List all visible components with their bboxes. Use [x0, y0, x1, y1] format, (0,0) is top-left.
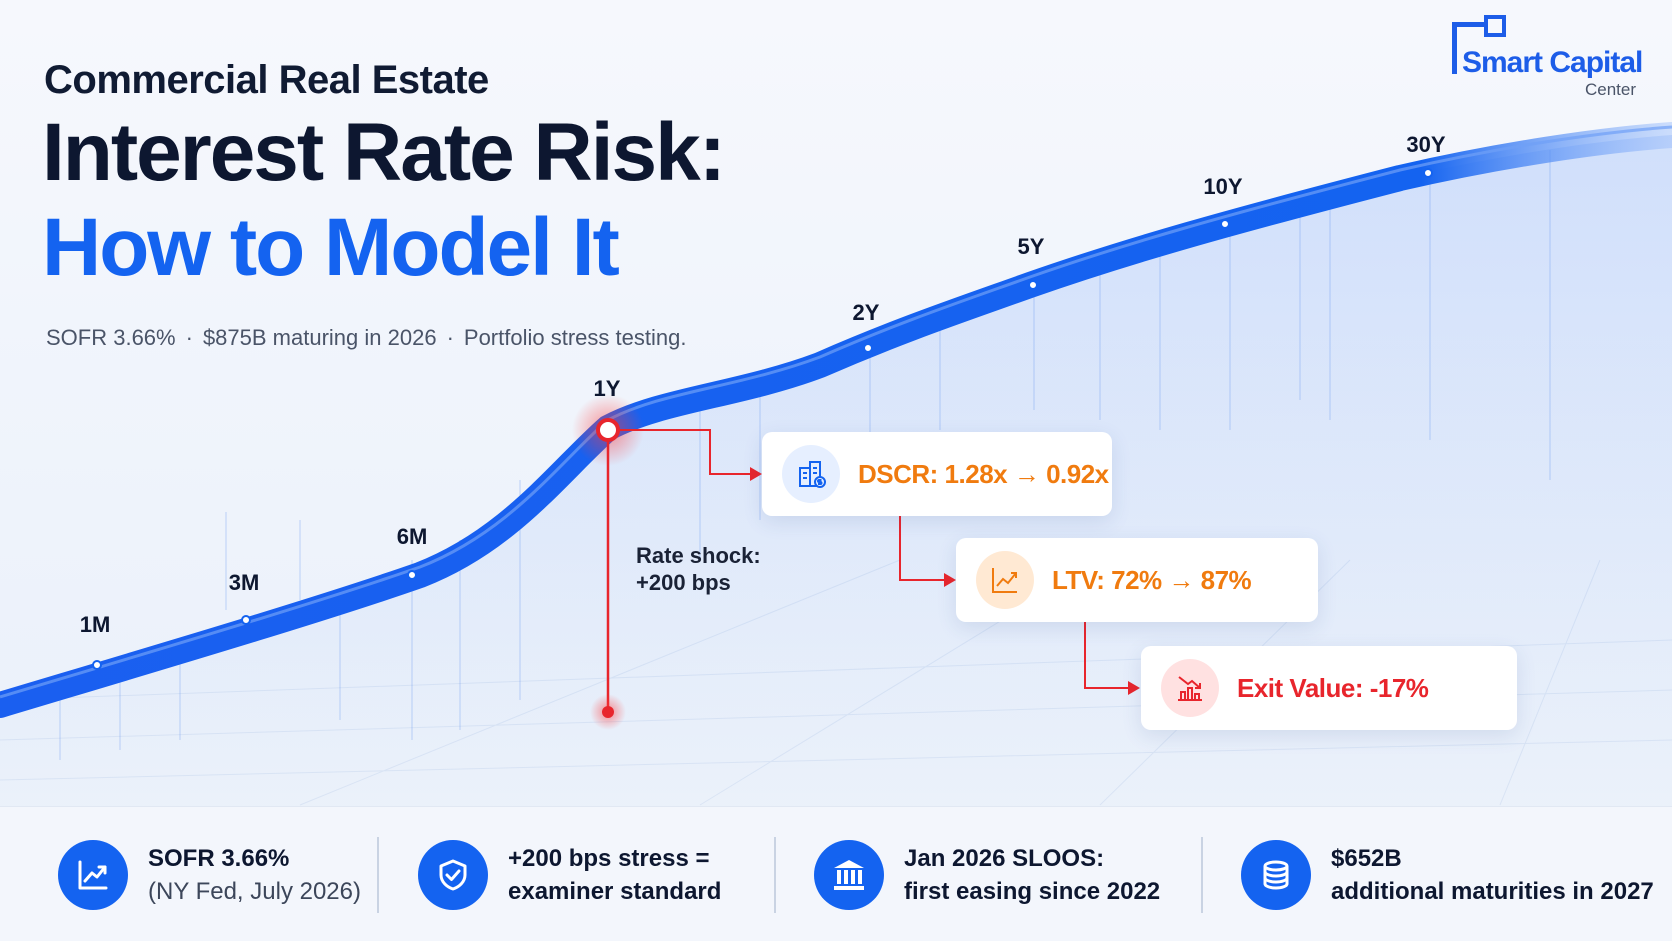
impact-ltv-text: LTV: 72% → 87% — [1052, 564, 1252, 595]
subline-separator: · — [185, 325, 193, 350]
stat-sofr-source: (NY Fed, July 2026) — [148, 878, 361, 905]
stat-sofr-title: SOFR 3.66% — [148, 845, 290, 872]
stat-sofr: SOFR 3.66% (NY Fed, July 2026) — [58, 835, 361, 915]
subline: SOFR 3.66% · $875B maturing in 2026 · Po… — [46, 325, 686, 351]
tenor-label-10y: 10Y — [1203, 174, 1243, 199]
logo-subtitle: Center — [1584, 80, 1636, 99]
subline-item-stress: Portfolio stress testing. — [463, 325, 687, 350]
tenor-markers — [92, 168, 1433, 670]
impact-connectors — [618, 429, 1130, 689]
stat-sloos: Jan 2026 SLOOS: first easing since 2022 — [814, 835, 1160, 915]
stat-maturities-title: $652B — [1331, 845, 1402, 872]
tenor-label-6m: 6M — [396, 524, 428, 549]
shock-point — [596, 418, 620, 442]
rate-shock-label: Rate shock: +200 bps — [636, 542, 761, 596]
coins-icon — [1241, 840, 1311, 910]
tenor-marker-3m — [241, 615, 251, 625]
stat-sloos-detail: first easing since 2022 — [904, 878, 1161, 905]
headline-accent: How to Model It — [42, 202, 620, 293]
tenor-marker-2y — [863, 343, 873, 353]
subline-item-sofr: SOFR 3.66% — [46, 325, 176, 350]
mesh-verticals — [59, 150, 1551, 760]
yield-curve-highlight — [0, 125, 1672, 699]
stat-divider — [1201, 837, 1203, 913]
tenor-label-30y: 30Y — [1406, 132, 1446, 157]
footer-stats-bar: SOFR 3.66% (NY Fed, July 2026) +200 bps … — [0, 806, 1672, 941]
impact-arrowheads — [750, 467, 1140, 695]
rising-chart-icon — [976, 551, 1034, 609]
tenor-label-1y: 1Y — [593, 376, 621, 401]
tenor-marker-5y — [1028, 280, 1038, 290]
stat-stress: +200 bps stress = examiner standard — [418, 835, 721, 915]
tenor-label-3m: 3M — [228, 570, 260, 595]
building-dollar-icon — [782, 445, 840, 503]
tenor-marker-6m — [407, 570, 417, 580]
stat-divider — [774, 837, 776, 913]
stat-sloos-title: Jan 2026 SLOOS: — [904, 845, 1105, 872]
stat-divider — [377, 837, 379, 913]
tenor-marker-10y — [1220, 219, 1230, 229]
stat-stress-title: +200 bps stress = — [508, 845, 710, 872]
eyebrow-title: Commercial Real Estate — [44, 58, 489, 102]
logo-title: Smart Capital — [1462, 46, 1643, 79]
impact-card-exit: Exit Value: -17% — [1141, 646, 1517, 730]
impact-card-ltv: LTV: 72% → 87% — [956, 538, 1318, 622]
tenor-label-2y: 2Y — [852, 300, 880, 325]
subline-separator: · — [446, 325, 454, 350]
rate-shock-value: +200 bps — [636, 570, 731, 595]
stat-maturities: $652B additional maturities in 2027 — [1241, 835, 1654, 915]
tenor-label-1m: 1M — [79, 612, 111, 637]
impact-dscr-text: DSCR: 1.28x → 0.92x — [858, 458, 1109, 489]
shield-check-icon — [418, 840, 488, 910]
rate-shock-title: Rate shock: — [636, 543, 761, 568]
bank-icon — [814, 840, 884, 910]
stat-stress-detail: examiner standard — [508, 878, 722, 905]
stat-maturities-detail: additional maturities in 2027 — [1331, 878, 1654, 905]
subline-item-maturing: $875B maturing in 2026 — [202, 325, 437, 350]
trend-up-icon — [58, 840, 128, 910]
brand-logo: Smart Capital Center — [1452, 15, 1652, 100]
headline: Interest Rate Risk: — [42, 107, 726, 198]
tenor-label-5y: 5Y — [1017, 234, 1045, 259]
logo-mark-icon — [1452, 15, 1506, 74]
falling-chart-icon — [1161, 659, 1219, 717]
yield-curve-line — [0, 122, 1672, 718]
impact-exit-text: Exit Value: -17% — [1237, 672, 1429, 703]
shock-base-dot — [602, 706, 614, 718]
tenor-marker-30y — [1423, 168, 1433, 178]
impact-card-dscr: DSCR: 1.28x → 0.92x — [762, 432, 1112, 516]
tenor-marker-1m — [92, 660, 102, 670]
